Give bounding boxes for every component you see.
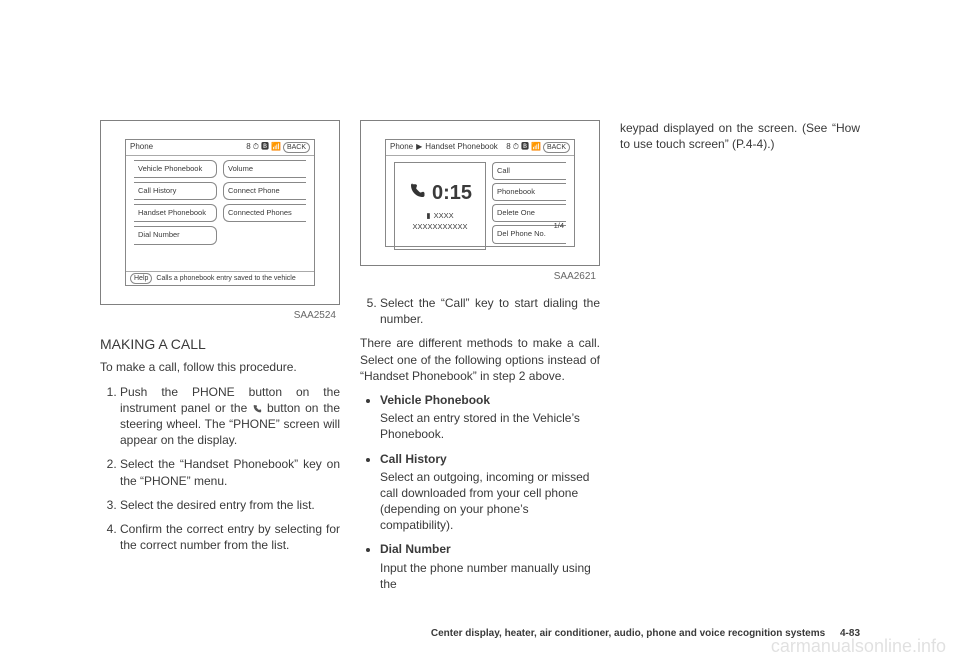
menu-volume: Volume: [223, 160, 306, 178]
menu-call-history: Call History: [134, 182, 217, 200]
figure-1: Phone 8 ⏱ 🅱 📶 BACK Vehicle Phonebook Vol…: [100, 120, 340, 305]
status-icon: 8: [246, 142, 250, 153]
bullet-text: Select an entry stored in the Vehicle’s …: [380, 411, 580, 441]
column-2: Phone ▶ Handset Phonebook 8 ⏱ 🅱 📶 BACK: [360, 120, 600, 600]
timer-row: 0:15: [408, 180, 472, 207]
action-phonebook: Phonebook: [492, 183, 566, 201]
column-1: Phone 8 ⏱ 🅱 📶 BACK Vehicle Phonebook Vol…: [100, 120, 340, 600]
screen1-title: Phone: [130, 142, 153, 153]
intro-text: To make a call, follow this procedure.: [100, 359, 340, 375]
action-call: Call: [492, 162, 566, 180]
status-icon: 8: [506, 142, 510, 153]
making-a-call-heading: MAKING A CALL: [100, 335, 340, 354]
bullet-title: Vehicle Phonebook: [380, 392, 600, 408]
page-content: Phone 8 ⏱ 🅱 📶 BACK Vehicle Phonebook Vol…: [100, 120, 860, 600]
contact-card-icon: ▮: [426, 211, 430, 221]
step-1: Push the PHONE button on the instrument …: [120, 384, 340, 449]
step-4: Confirm the correct entry by selecting f…: [120, 521, 340, 553]
menu-grid: Vehicle Phonebook Volume Call History Co…: [134, 160, 306, 245]
bullet-text: Select an outgoing, incoming or missed c…: [380, 470, 589, 533]
screen-1: Phone 8 ⏱ 🅱 📶 BACK Vehicle Phonebook Vol…: [125, 139, 315, 286]
methods-para: There are different methods to make a ca…: [360, 335, 600, 384]
contact-name: XXXX: [434, 211, 454, 221]
page-indicator: 1/4: [554, 221, 564, 231]
status-icon: 📶: [531, 142, 541, 153]
menu-vehicle-phonebook: Vehicle Phonebook: [134, 160, 217, 178]
methods-bullets: Vehicle Phonebook Select an entry stored…: [360, 392, 600, 600]
bullet-call-history: Call History Select an outgoing, incomin…: [380, 451, 600, 534]
status-icons: 8 ⏱ 🅱 📶 BACK: [246, 142, 310, 153]
status-icons-2: 8 ⏱ 🅱 📶 BACK: [506, 142, 570, 153]
contact-number: XXXXXXXXXXX: [412, 222, 467, 232]
footer-text: Calls a phonebook entry saved to the veh…: [156, 274, 295, 283]
phone-icon: [252, 404, 262, 414]
bullet-dial-number: Dial Number Input the phone number manua…: [380, 541, 600, 592]
status-icon: 🅱: [521, 142, 529, 153]
menu-connected-phones: Connected Phones: [223, 204, 306, 222]
screen1-header: Phone 8 ⏱ 🅱 📶 BACK: [126, 140, 314, 156]
steps-list: Push the PHONE button on the instrument …: [100, 384, 340, 562]
step-2: Select the “Handset Phonebook” key on th…: [120, 456, 340, 488]
contact-name-row: ▮ XXXX: [426, 211, 453, 221]
help-button: Help: [130, 273, 152, 284]
screen-2: Phone ▶ Handset Phonebook 8 ⏱ 🅱 📶 BACK: [385, 139, 575, 247]
screen1-footer: Help Calls a phonebook entry saved to th…: [126, 271, 314, 285]
phone-handset-icon: [408, 182, 426, 207]
menu-connect-phone: Connect Phone: [223, 182, 306, 200]
bullet-text: Input the phone number manually using th…: [380, 561, 591, 591]
screen2-header: Phone ▶ Handset Phonebook 8 ⏱ 🅱 📶 BACK: [386, 140, 574, 156]
breadcrumb-item: Handset Phonebook: [425, 142, 498, 153]
status-icon: ⏱: [513, 142, 519, 153]
call-duration-box: 0:15 ▮ XXXX XXXXXXXXXXX: [394, 162, 486, 250]
status-icon: 📶: [271, 142, 281, 153]
breadcrumb-item: Phone: [390, 142, 413, 153]
status-icon: 🅱: [261, 142, 269, 153]
status-icon: ⏱: [253, 142, 259, 153]
menu-dial-number: Dial Number: [134, 226, 217, 244]
bullet-title: Call History: [380, 451, 600, 467]
step-5: Select the “Call” key to start dialing t…: [380, 295, 600, 327]
step-3: Select the desired entry from the list.: [120, 497, 340, 513]
figure1-label: SAA2524: [100, 309, 340, 323]
call-timer: 0:15: [432, 180, 472, 207]
chevron-right-icon: ▶: [416, 142, 422, 153]
steps-list-2: Select the “Call” key to start dialing t…: [360, 295, 600, 335]
bullet-vehicle-phonebook: Vehicle Phonebook Select an entry stored…: [380, 392, 600, 443]
column-3: keypad displayed on the screen. (See “Ho…: [620, 120, 860, 600]
back-button: BACK: [283, 142, 310, 153]
footer-section-title: Center display, heater, air conditioner,…: [431, 628, 825, 639]
breadcrumb: Phone ▶ Handset Phonebook: [390, 142, 498, 153]
bullet-title: Dial Number: [380, 541, 600, 557]
action-delete-one: Delete One: [492, 204, 566, 222]
figure-2: Phone ▶ Handset Phonebook 8 ⏱ 🅱 📶 BACK: [360, 120, 600, 266]
col3-continuation: keypad displayed on the screen. (See “Ho…: [620, 120, 860, 152]
menu-handset-phonebook: Handset Phonebook: [134, 204, 217, 222]
figure2-label: SAA2621: [360, 270, 600, 284]
watermark: carmanualsonline.info: [771, 634, 946, 658]
back-button-2: BACK: [543, 142, 570, 153]
